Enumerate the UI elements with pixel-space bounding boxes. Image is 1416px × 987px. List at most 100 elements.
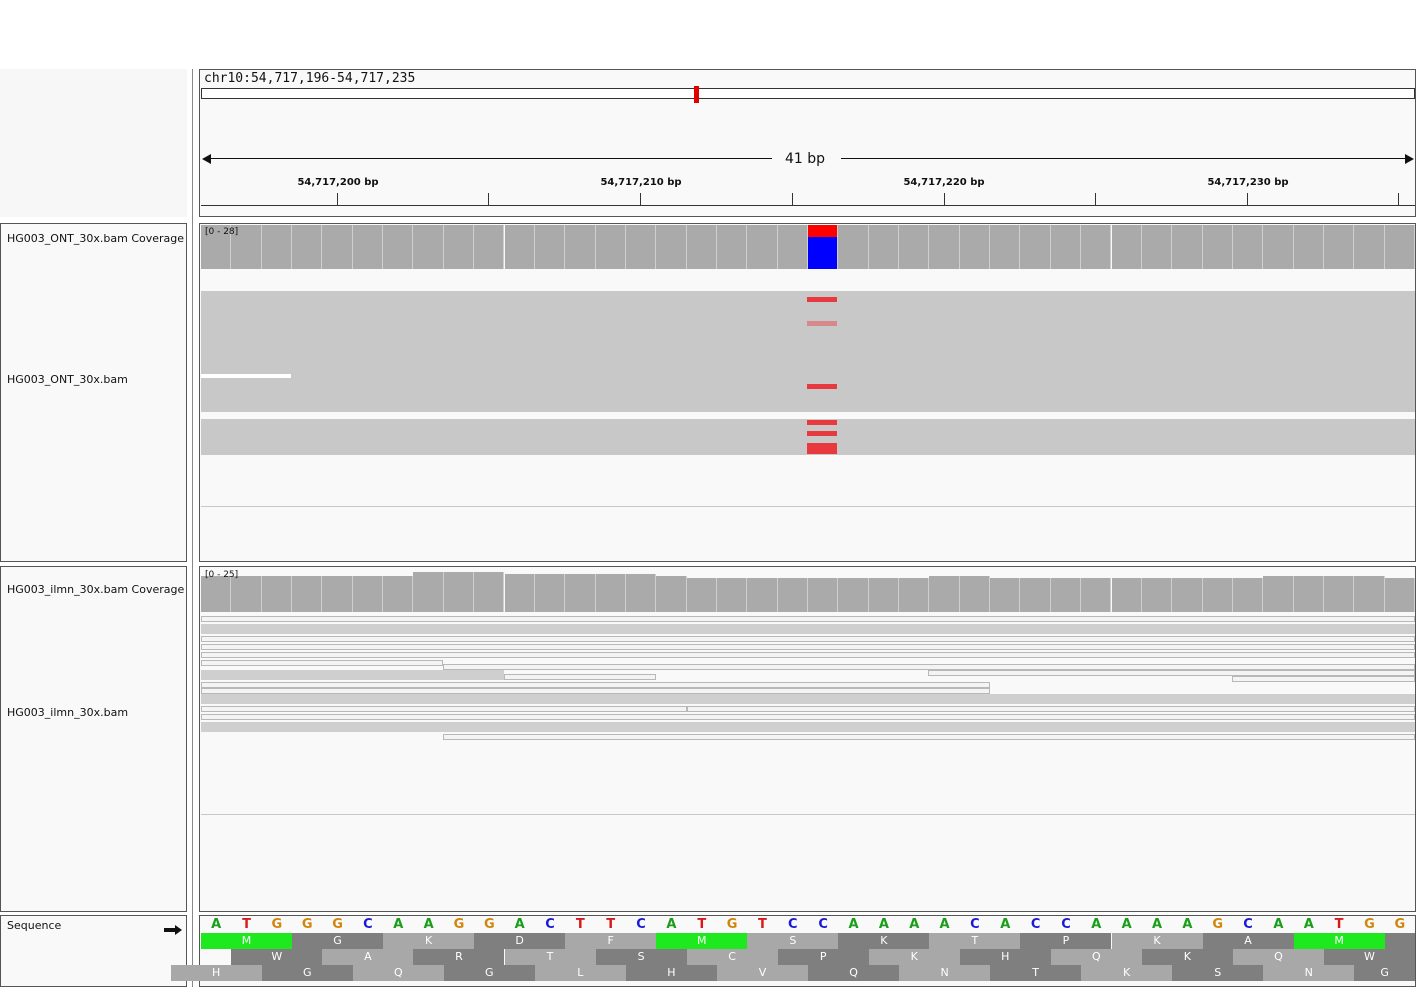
mismatch-base[interactable] bbox=[807, 297, 837, 302]
alignment-read[interactable] bbox=[201, 652, 1415, 658]
coverage-bar[interactable] bbox=[1050, 225, 1082, 269]
coverage-bar[interactable] bbox=[656, 225, 687, 269]
coverage-bar[interactable] bbox=[1111, 225, 1142, 269]
coverage-bar[interactable] bbox=[261, 225, 293, 269]
alignment-read[interactable] bbox=[201, 706, 687, 712]
coverage-bar[interactable] bbox=[322, 576, 353, 612]
alignment-read[interactable] bbox=[928, 670, 1415, 676]
coverage-bar[interactable] bbox=[929, 225, 960, 269]
coverage-bar[interactable] bbox=[808, 578, 839, 612]
coverage-bar[interactable] bbox=[383, 225, 414, 269]
coverage-bar[interactable] bbox=[899, 225, 930, 269]
coverage-bar[interactable] bbox=[474, 225, 505, 269]
alignment-read[interactable] bbox=[201, 644, 1415, 650]
coverage-bar[interactable] bbox=[474, 572, 505, 612]
alignment-read[interactable] bbox=[443, 664, 1415, 670]
coverage-bar[interactable] bbox=[686, 225, 717, 269]
coverage-bar[interactable] bbox=[686, 578, 717, 612]
alignment-read[interactable] bbox=[201, 722, 1415, 732]
coverage-bar[interactable] bbox=[595, 225, 626, 269]
chromosome-ideogram[interactable] bbox=[201, 88, 1415, 99]
ilmn-coverage-track[interactable] bbox=[201, 568, 1415, 614]
coverage-bar[interactable] bbox=[868, 225, 900, 269]
coverage-bar[interactable] bbox=[929, 576, 960, 612]
coverage-bar[interactable] bbox=[443, 572, 475, 612]
coverage-bar-ref[interactable] bbox=[808, 237, 839, 269]
alignment-read[interactable] bbox=[443, 734, 1415, 740]
coverage-bar[interactable] bbox=[261, 576, 293, 612]
alignment-read[interactable] bbox=[201, 688, 990, 694]
coverage-bar[interactable] bbox=[413, 225, 444, 269]
coverage-bar[interactable] bbox=[1081, 578, 1112, 612]
coverage-bar[interactable] bbox=[1202, 225, 1233, 269]
coverage-bar[interactable] bbox=[868, 578, 900, 612]
coverage-bar[interactable] bbox=[1020, 578, 1051, 612]
mismatch-base[interactable] bbox=[807, 384, 837, 389]
coverage-bar[interactable] bbox=[1050, 578, 1082, 612]
coverage-bar[interactable] bbox=[534, 574, 566, 612]
coverage-bar[interactable] bbox=[625, 574, 657, 612]
coverage-bar[interactable] bbox=[565, 225, 596, 269]
coverage-bar[interactable] bbox=[838, 578, 869, 612]
coverage-bar[interactable] bbox=[201, 576, 232, 612]
coverage-bar[interactable] bbox=[322, 225, 353, 269]
alignment-read[interactable] bbox=[201, 616, 1415, 622]
alignment-read[interactable] bbox=[504, 674, 656, 680]
coverage-bar[interactable] bbox=[747, 578, 778, 612]
alignment-read[interactable] bbox=[1232, 676, 1415, 682]
coverage-bar[interactable] bbox=[1354, 576, 1385, 612]
ont-coverage-track[interactable] bbox=[201, 225, 1415, 271]
coverage-bar[interactable] bbox=[352, 576, 384, 612]
coverage-bar[interactable] bbox=[595, 574, 626, 612]
coverage-bar[interactable] bbox=[1172, 225, 1203, 269]
coverage-bar[interactable] bbox=[231, 225, 262, 269]
coverage-bar[interactable] bbox=[990, 225, 1021, 269]
arrow-right-icon[interactable] bbox=[164, 920, 182, 935]
sequence-track-name[interactable]: Sequence bbox=[7, 919, 62, 932]
coverage-bar[interactable] bbox=[990, 578, 1021, 612]
coverage-bar[interactable] bbox=[1232, 225, 1264, 269]
coverage-bar[interactable] bbox=[1323, 576, 1355, 612]
alignment-read[interactable] bbox=[201, 624, 1415, 634]
coverage-bar-alt[interactable] bbox=[808, 225, 839, 237]
coverage-bar[interactable] bbox=[747, 225, 778, 269]
coverage-bar[interactable] bbox=[413, 572, 444, 612]
coverage-bar[interactable] bbox=[716, 225, 748, 269]
coverage-bar[interactable] bbox=[899, 578, 930, 612]
alignment-read[interactable] bbox=[201, 714, 1415, 720]
coverage-bar[interactable] bbox=[1111, 578, 1142, 612]
coverage-bar[interactable] bbox=[959, 576, 991, 612]
coverage-bar[interactable] bbox=[1263, 225, 1294, 269]
coverage-bar[interactable] bbox=[292, 576, 323, 612]
coverage-bar[interactable] bbox=[1081, 225, 1112, 269]
coverage-bar[interactable] bbox=[959, 225, 991, 269]
current-region-marker[interactable] bbox=[694, 86, 699, 103]
coverage-bar[interactable] bbox=[1354, 225, 1385, 269]
alignment-read[interactable] bbox=[687, 706, 1415, 712]
coverage-bar[interactable] bbox=[534, 225, 566, 269]
coverage-bar[interactable] bbox=[656, 576, 687, 612]
alignment-read[interactable] bbox=[201, 670, 504, 680]
coverage-bar[interactable] bbox=[1020, 225, 1051, 269]
mismatch-base[interactable] bbox=[807, 443, 837, 454]
coverage-bar[interactable] bbox=[443, 225, 475, 269]
coverage-bar[interactable] bbox=[352, 225, 384, 269]
coverage-bar[interactable] bbox=[292, 225, 323, 269]
ilmn-data-panel[interactable]: [0 - 25] bbox=[199, 566, 1416, 912]
ilmn-alignment-track-name[interactable]: HG003_ilmn_30x.bam bbox=[7, 706, 129, 719]
coverage-bar[interactable] bbox=[565, 574, 596, 612]
coverage-bar[interactable] bbox=[777, 578, 808, 612]
coverage-bar[interactable] bbox=[716, 578, 748, 612]
coverage-bar[interactable] bbox=[201, 225, 232, 269]
coverage-bar[interactable] bbox=[1323, 225, 1355, 269]
coverage-bar[interactable] bbox=[777, 225, 808, 269]
coverage-bar[interactable] bbox=[504, 225, 535, 269]
coverage-bar[interactable] bbox=[1293, 576, 1324, 612]
coverage-bar[interactable] bbox=[504, 574, 535, 612]
coverage-bar[interactable] bbox=[1141, 225, 1173, 269]
alignment-read[interactable] bbox=[201, 291, 1415, 412]
alignment-read[interactable] bbox=[201, 660, 443, 666]
coverage-bar[interactable] bbox=[1384, 578, 1415, 612]
coverage-bar[interactable] bbox=[231, 576, 262, 612]
